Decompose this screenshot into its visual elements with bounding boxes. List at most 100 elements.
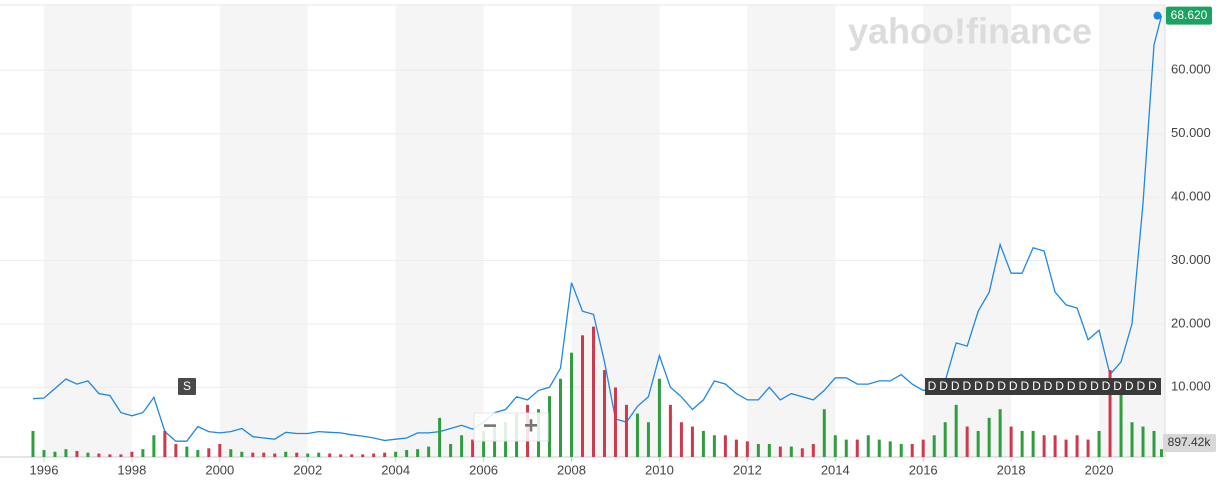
volume-bar (174, 443, 178, 457)
dividend-flag: D (1090, 379, 1099, 393)
volume-bar (163, 430, 167, 457)
dividend-flag: D (1125, 379, 1134, 393)
x-tick-label: 2012 (733, 462, 762, 477)
volume-bar (1042, 435, 1046, 457)
volume-bar (712, 435, 716, 457)
volume-bar (844, 439, 848, 457)
volume-bar (31, 430, 35, 457)
volume-bar (218, 443, 222, 457)
volume-bar (42, 450, 46, 457)
volume-bar (657, 378, 661, 457)
volume-bar (405, 450, 409, 457)
volume-bar (1009, 426, 1013, 457)
dividend-flag: D (939, 379, 948, 393)
volume-bar (1053, 435, 1057, 457)
volume-bar (108, 454, 112, 457)
volume-bar (449, 443, 453, 457)
volume-bar (75, 450, 79, 457)
year-band (219, 5, 308, 457)
y-tick-label: 30.000 (1171, 252, 1211, 267)
volume-bar (734, 439, 738, 457)
x-tick-label: 2000 (205, 462, 234, 477)
x-tick-label: 2020 (1085, 462, 1114, 477)
y-tick-label: 60.000 (1171, 62, 1211, 77)
volume-bar (53, 451, 57, 457)
x-tick-label: 2016 (909, 462, 938, 477)
zoom-in[interactable]: + (524, 412, 538, 439)
x-tick-label: 2002 (293, 462, 322, 477)
volume-bar (240, 451, 244, 457)
y-tick-label: 10.000 (1171, 379, 1211, 394)
volume-bar (778, 446, 782, 457)
volume-bar (1159, 449, 1163, 457)
volume-bar (602, 370, 606, 457)
x-tick-label: 2008 (557, 462, 586, 477)
volume-bar (306, 453, 310, 457)
volume-bar (229, 449, 233, 457)
volume-bar (866, 435, 870, 457)
bands (43, 5, 1165, 457)
dividend-flag: D (1078, 379, 1087, 393)
volume-bar (943, 422, 947, 457)
zoom-out[interactable]: − (483, 412, 497, 439)
volume-bar (482, 430, 486, 457)
volume-bar (833, 435, 837, 457)
volume-bar (800, 448, 804, 457)
volume-bar (690, 426, 694, 457)
volume-bar (152, 435, 156, 457)
volume-bar (548, 396, 552, 457)
dividend-flag: D (1148, 379, 1157, 393)
dividend-flag: D (951, 379, 960, 393)
volume-bar (185, 446, 189, 457)
volume-bar (976, 430, 980, 457)
last-price-box (1166, 6, 1212, 25)
volume-bar (1108, 370, 1112, 457)
volume-bar (954, 404, 958, 457)
dividend-flag: D (1032, 379, 1041, 393)
volume-bar (97, 453, 101, 457)
y-tick-label: 50.000 (1171, 125, 1211, 140)
volume-bar (438, 417, 442, 457)
volume-bar (745, 441, 749, 457)
x-tick-label: 2010 (645, 462, 674, 477)
volume-bar (295, 452, 299, 457)
volume-bar (1075, 435, 1079, 457)
x-tick-label: 1996 (30, 462, 59, 477)
dividend-flag: D (997, 379, 1006, 393)
volume-bar (811, 443, 815, 457)
volume-bar (1130, 422, 1134, 457)
volume-bar (350, 454, 354, 457)
split-flag-box (178, 378, 196, 395)
last-price-label: 68.620 (1171, 8, 1208, 22)
volume-bar (130, 451, 134, 457)
volume-bar (317, 452, 321, 457)
watermark: yahoo!finance (848, 11, 1092, 52)
dividend-flag: D (962, 379, 971, 393)
volume-bar (723, 435, 727, 457)
dividend-strip (925, 378, 1161, 395)
dividend-flag: D (1009, 379, 1018, 393)
volume-bar (1020, 430, 1024, 457)
volume-bar (570, 352, 574, 457)
volume-bar (591, 326, 595, 457)
volume-bar (899, 443, 903, 457)
volume-bar (668, 404, 672, 457)
volume-bar (679, 422, 683, 457)
volume-bar (613, 387, 617, 457)
volume-bar (789, 446, 793, 457)
split-flag: S (183, 379, 191, 393)
dividend-flag: D (974, 379, 983, 393)
volume-bar (1152, 430, 1156, 457)
volume-bar (493, 426, 497, 457)
dividend-flag: D (928, 379, 937, 393)
dividend-flag: D (1055, 379, 1064, 393)
last-volume-label: 897.42k (1168, 435, 1212, 449)
dividend-flag: D (1102, 379, 1111, 393)
x-tick-label: 2004 (381, 462, 410, 477)
volume-bar (1086, 439, 1090, 457)
volume-bar (910, 443, 914, 457)
y-tick-label: 40.000 (1171, 189, 1211, 204)
volume-bar (965, 426, 969, 457)
x-tick-label: 1998 (117, 462, 146, 477)
last-volume-box (1163, 434, 1216, 452)
